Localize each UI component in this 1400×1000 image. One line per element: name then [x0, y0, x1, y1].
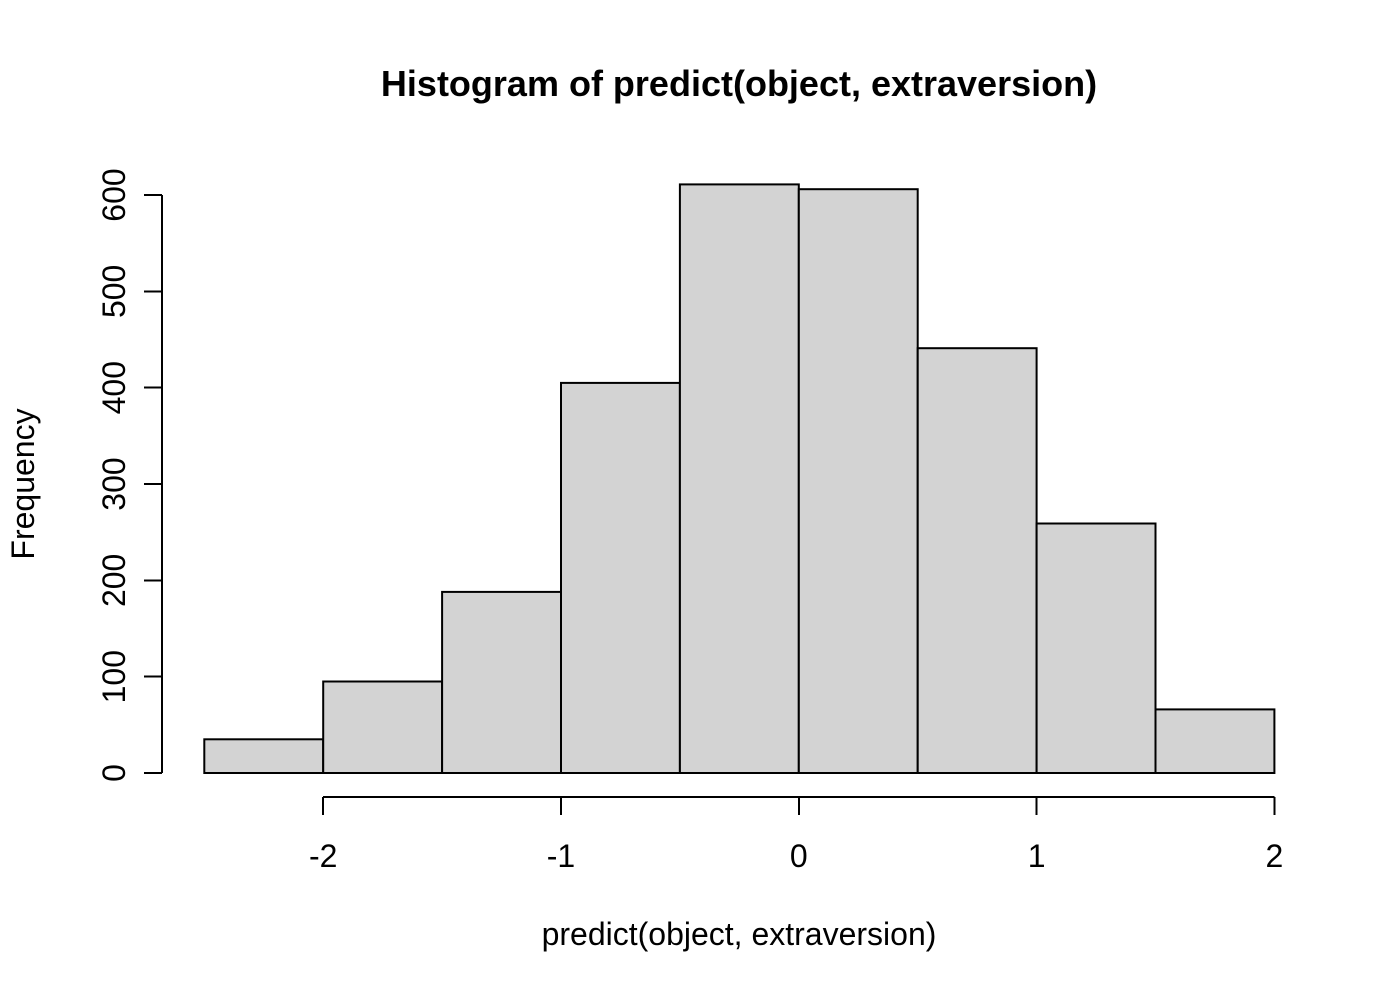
axes-group: 0 100 200 300 400 500 600 -2 -1 0 1 2: [96, 168, 1283, 874]
x-tick-label: 0: [790, 838, 808, 874]
histogram-bar: [916, 347, 1038, 774]
y-tick-label: 400: [96, 361, 132, 414]
y-tick-label: 100: [96, 650, 132, 703]
histogram-bar: [678, 183, 800, 774]
histogram-bars-group: [203, 183, 1276, 775]
y-axis-label: Frequency: [5, 408, 41, 559]
y-tick-label: 300: [96, 457, 132, 510]
x-tick-label: -1: [547, 838, 575, 874]
x-tick-label: -2: [309, 838, 337, 874]
histogram-bar: [441, 590, 563, 775]
histogram-bar: [203, 738, 325, 774]
y-tick-label: 500: [96, 265, 132, 318]
histogram-bar: [797, 188, 919, 774]
y-tick-label: 600: [96, 168, 132, 221]
x-axis-label: predict(object, extraversion): [542, 916, 937, 952]
x-tick-label: 2: [1266, 838, 1284, 874]
histogram-bar: [1035, 522, 1157, 774]
y-tick-label: 200: [96, 554, 132, 607]
histogram-bar: [1154, 708, 1276, 775]
x-tick-label: 1: [1028, 838, 1046, 874]
y-tick-label: 0: [96, 764, 132, 782]
histogram-bar: [560, 381, 681, 774]
histogram-bar: [322, 680, 444, 774]
chart-title: Histogram of predict(object, extraversio…: [381, 63, 1097, 104]
